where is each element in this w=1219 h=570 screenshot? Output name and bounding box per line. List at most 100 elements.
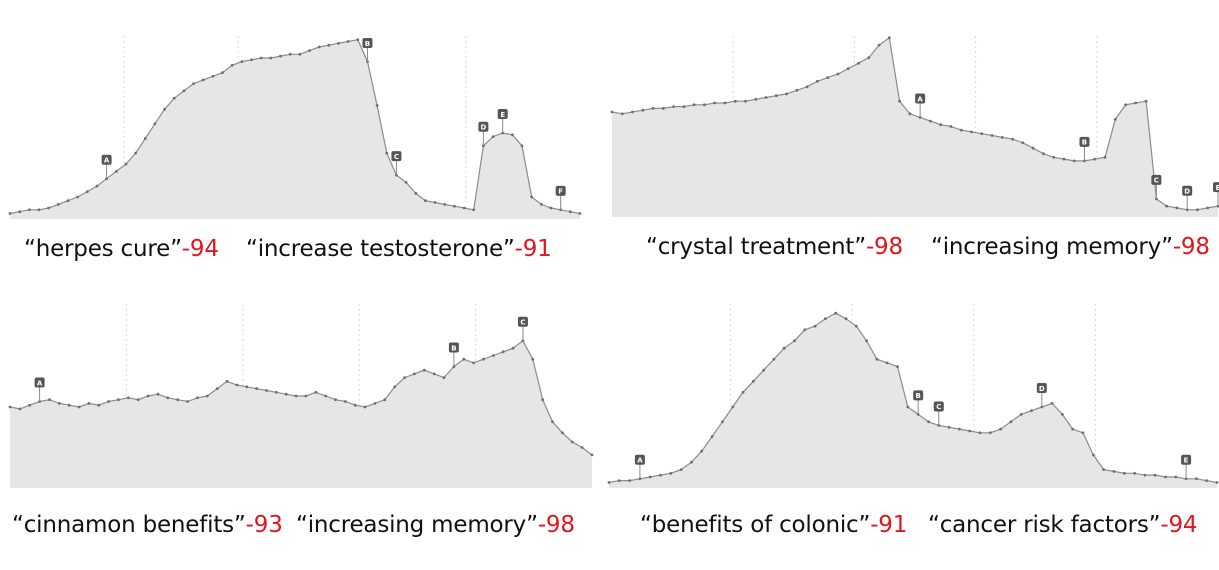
data-point [1042, 152, 1045, 156]
data-point [906, 405, 910, 409]
data-point [1030, 409, 1033, 413]
data-point [492, 354, 495, 357]
data-point [885, 361, 889, 365]
data-point [127, 396, 130, 400]
data-point [47, 206, 50, 210]
data-point [182, 89, 186, 93]
data-point [795, 88, 799, 92]
data-point [1174, 475, 1178, 479]
data-point [826, 76, 830, 79]
data-point [875, 357, 879, 361]
marker-b-label: B [915, 392, 920, 400]
data-point [793, 339, 796, 343]
marker-e-flag [1181, 454, 1192, 465]
data-point [741, 390, 745, 394]
marker-a-flag [34, 377, 45, 388]
caption-7-query: “benefits of colonic” [640, 512, 871, 538]
series-line [9, 339, 593, 456]
marker-b-label: B [451, 344, 456, 352]
data-point [375, 104, 379, 107]
trend-chart-2-svg: A B C D E [610, 36, 1219, 217]
marker-d-flag [1182, 185, 1193, 196]
caption-3-query: “crystal treatment” [646, 234, 866, 260]
data-point [76, 195, 79, 199]
data-point [836, 72, 840, 76]
data-point [356, 38, 360, 42]
data-point [107, 400, 110, 403]
caption-5: “cinnamon benefits”-93 [12, 512, 283, 538]
data-point [240, 60, 244, 63]
data-point [1175, 206, 1179, 210]
caption-6: “increasing memory”-98 [296, 512, 575, 538]
data-point [690, 460, 693, 464]
data-point [549, 206, 553, 210]
data-point [452, 365, 456, 368]
data-point [651, 107, 655, 110]
data-point [511, 346, 515, 350]
data-point [1052, 155, 1056, 159]
marker-a-flag [634, 454, 645, 465]
data-point [990, 134, 994, 137]
marker-b-label: B [1082, 139, 1087, 147]
data-point [1102, 468, 1105, 471]
data-point [134, 151, 137, 155]
data-point [304, 394, 308, 398]
marker-a-label: A [104, 157, 110, 165]
data-point [754, 97, 758, 101]
data-point [877, 43, 881, 47]
data-point [1133, 471, 1136, 475]
data-point [48, 398, 51, 402]
caption-5-score: -93 [245, 512, 283, 538]
data-point [124, 162, 128, 166]
caption-6-score: -98 [537, 512, 575, 538]
data-point [18, 210, 22, 214]
caption-8: “cancer risk factors”-94 [928, 512, 1198, 538]
data-point [1205, 479, 1209, 482]
area-fill [609, 313, 1217, 488]
caption-5-query: “cinnamon benefits” [12, 512, 246, 538]
data-point [580, 446, 584, 449]
marker-c-flag [517, 316, 528, 327]
data-point [274, 390, 278, 394]
marker-b-flag [913, 390, 924, 401]
marker-b-flag [448, 342, 459, 353]
marker-a-label: A [917, 95, 923, 103]
data-point [255, 387, 258, 390]
data-point [245, 385, 249, 389]
data-point [176, 398, 180, 402]
data-point [834, 311, 838, 315]
data-point [988, 431, 992, 435]
data-point [472, 208, 476, 212]
data-point [772, 357, 776, 361]
data-point [927, 420, 930, 424]
marker-f-label: F [558, 188, 563, 196]
data-point [395, 173, 398, 177]
data-point [501, 131, 505, 135]
data-point [521, 339, 525, 343]
trend-chart-3-svg: A B C [8, 304, 594, 488]
data-point [211, 74, 215, 78]
data-point [958, 427, 961, 431]
data-point [785, 92, 788, 96]
data-point [733, 99, 737, 103]
data-point [1062, 157, 1066, 161]
trend-chart-2: A B C D E [610, 30, 1219, 221]
data-point [692, 103, 696, 107]
data-point [324, 394, 328, 398]
data-point [1112, 470, 1116, 473]
data-point [1083, 159, 1086, 163]
data-point [424, 199, 427, 203]
data-point [713, 101, 717, 105]
data-point [511, 133, 514, 137]
caption-8-query: “cancer risk factors” [928, 512, 1161, 538]
data-point [1113, 117, 1117, 121]
data-point [648, 475, 652, 479]
caption-3-score: -98 [865, 234, 903, 260]
data-point [215, 387, 219, 390]
data-point [620, 112, 624, 116]
caption-4-score: -98 [1172, 234, 1210, 260]
data-point [949, 125, 953, 128]
data-point [298, 52, 302, 56]
data-point [8, 405, 12, 409]
trend-chart-3: A B C [8, 298, 594, 492]
